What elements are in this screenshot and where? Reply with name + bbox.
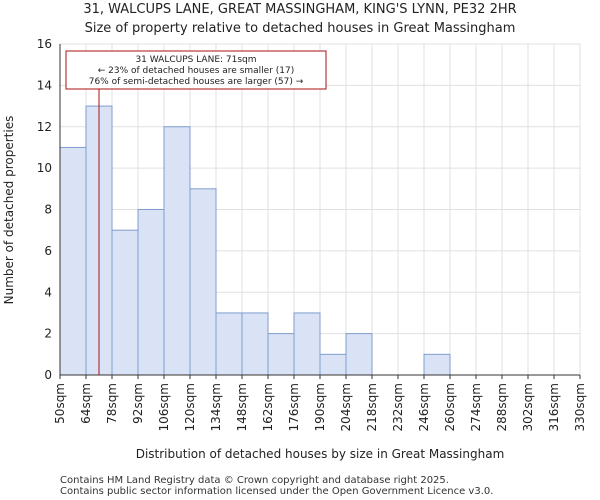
y-tick-label: 2 bbox=[44, 327, 52, 341]
x-tick-label: 288sqm bbox=[495, 383, 509, 431]
annotation-text: 76% of semi-detached houses are larger (… bbox=[89, 77, 304, 87]
x-tick-label: 330sqm bbox=[573, 383, 587, 431]
x-tick-label: 260sqm bbox=[443, 383, 457, 431]
x-tick-label: 134sqm bbox=[209, 383, 223, 431]
chart-title-line1: 31, WALCUPS LANE, GREAT MASSINGHAM, KING… bbox=[83, 2, 517, 17]
x-tick-label: 64sqm bbox=[79, 383, 93, 424]
bar bbox=[111, 229, 139, 376]
axes: 0 2 4 6 8 10 12 14 16 50sqm 64sqm 78sqm 92sqm 106sqm 1… bbox=[37, 37, 587, 431]
x-tick-label: 246sqm bbox=[417, 383, 431, 431]
footer-line2: Contains public sector information licen… bbox=[60, 486, 494, 497]
bar bbox=[189, 188, 217, 376]
x-tick-label: 218sqm bbox=[365, 383, 379, 431]
x-tick-label: 106sqm bbox=[157, 383, 171, 431]
x-tick-label: 190sqm bbox=[313, 383, 327, 431]
bar bbox=[241, 312, 269, 376]
y-tick-label: 12 bbox=[37, 120, 52, 134]
marker: 31 WALCUPS LANE: 71sqm← 23% of detached … bbox=[65, 50, 327, 375]
y-tick-label: 10 bbox=[37, 161, 52, 175]
bar bbox=[293, 312, 321, 376]
y-tick-label: 16 bbox=[37, 37, 52, 51]
x-tick-label: 274sqm bbox=[469, 383, 483, 431]
x-tick-label: 50sqm bbox=[53, 383, 67, 424]
footer-line1: Contains HM Land Registry data © Crown c… bbox=[60, 475, 449, 486]
x-tick-label: 232sqm bbox=[391, 383, 405, 431]
y-tick-label: 8 bbox=[44, 203, 52, 217]
annotation-text: 31 WALCUPS LANE: 71sqm bbox=[135, 55, 256, 65]
x-tick-label: 92sqm bbox=[131, 383, 145, 424]
y-tick-label: 14 bbox=[37, 78, 52, 92]
chart-title-line2: Size of property relative to detached ho… bbox=[84, 21, 516, 36]
bar bbox=[215, 312, 243, 376]
bar bbox=[423, 353, 451, 376]
bar bbox=[163, 126, 191, 376]
x-tick-label: 78sqm bbox=[105, 383, 119, 424]
bar bbox=[267, 333, 295, 376]
bar bbox=[59, 146, 87, 376]
x-tick-label: 162sqm bbox=[261, 383, 275, 431]
bar bbox=[137, 209, 165, 376]
x-tick-label: 176sqm bbox=[287, 383, 301, 431]
x-tick-label: 204sqm bbox=[339, 383, 353, 431]
x-tick-label: 316sqm bbox=[547, 383, 561, 431]
bar bbox=[345, 333, 373, 376]
bars bbox=[59, 105, 451, 376]
bar bbox=[319, 353, 347, 376]
annotation-text: ← 23% of detached houses are smaller (17… bbox=[98, 66, 295, 76]
x-tick-label: 148sqm bbox=[235, 383, 249, 431]
y-tick-label: 0 bbox=[44, 368, 52, 382]
annotation-box bbox=[65, 50, 327, 90]
y-tick-label: 4 bbox=[44, 285, 52, 299]
x-tick-label: 120sqm bbox=[183, 383, 197, 431]
x-axis-label: Distribution of detached houses by size … bbox=[136, 447, 505, 461]
x-tick-label: 302sqm bbox=[521, 383, 535, 431]
y-tick-label: 6 bbox=[44, 244, 52, 258]
y-axis-label: Number of detached properties bbox=[2, 116, 16, 305]
